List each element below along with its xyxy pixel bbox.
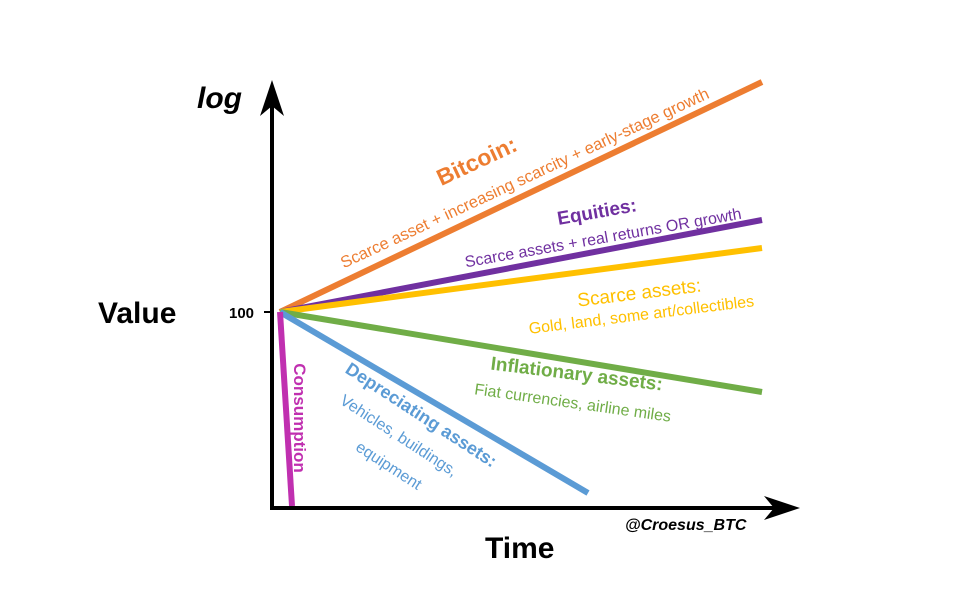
consumption-label: Consumption: [290, 363, 309, 473]
credit-label: @Croesus_BTC: [625, 517, 747, 534]
bitcoin-line: [278, 79, 764, 315]
y-axis-label: Value: [98, 297, 176, 330]
equities-line: [279, 217, 763, 315]
depreciating-line: [278, 309, 590, 496]
y-scale-label: log: [197, 82, 242, 115]
scarce-line: [279, 245, 763, 315]
y-tick-label: 100: [229, 305, 254, 322]
x-axis-arrow-icon: [764, 496, 800, 520]
consumption-line: [277, 311, 295, 507]
inflationary-line: [279, 309, 763, 395]
y-axis-arrow-icon: [260, 80, 284, 116]
x-axis-label: Time: [485, 532, 554, 565]
equities-title: Equities:: [556, 195, 639, 230]
